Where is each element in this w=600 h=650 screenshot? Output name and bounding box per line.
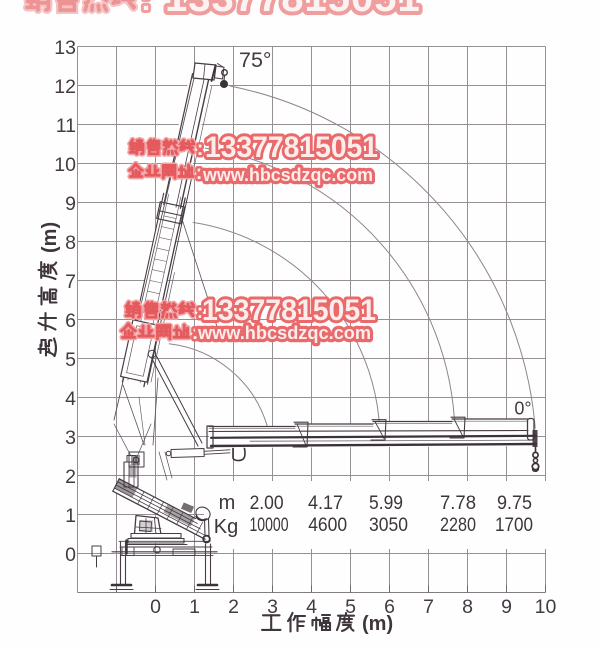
svg-text:www.hbcsdzqc.com: www.hbcsdzqc.com	[202, 164, 373, 185]
svg-text:Kg: Kg	[214, 516, 238, 538]
svg-text:5.99: 5.99	[369, 492, 403, 514]
svg-text:4600: 4600	[308, 515, 347, 536]
svg-text:4.17: 4.17	[308, 492, 343, 514]
svg-text:2: 2	[228, 596, 239, 618]
svg-text:12: 12	[54, 76, 76, 98]
svg-text:6: 6	[65, 310, 76, 332]
svg-text:3: 3	[65, 427, 76, 449]
svg-text:6: 6	[384, 596, 395, 618]
svg-text:7.78: 7.78	[440, 492, 476, 514]
svg-text::: :	[192, 322, 199, 344]
svg-text:3: 3	[267, 596, 278, 618]
svg-text::: :	[197, 138, 204, 160]
svg-text:5: 5	[65, 349, 76, 371]
svg-text:13377815051: 13377815051	[205, 131, 378, 164]
svg-text:4: 4	[65, 388, 76, 410]
svg-text:9.75: 9.75	[497, 492, 532, 514]
svg-text::: :	[141, 0, 151, 17]
svg-text:(m): (m)	[362, 613, 393, 635]
svg-text:1: 1	[189, 596, 200, 618]
svg-text:75°: 75°	[239, 48, 272, 72]
svg-text:(m): (m)	[39, 222, 61, 253]
svg-text:m: m	[219, 492, 236, 514]
svg-text:2280: 2280	[440, 515, 476, 536]
svg-text:1: 1	[65, 505, 76, 527]
svg-text:10: 10	[54, 154, 76, 176]
svg-text:2: 2	[65, 466, 76, 488]
svg-text:13377815051: 13377815051	[202, 294, 376, 327]
svg-text:13: 13	[54, 37, 76, 59]
svg-text:9: 9	[501, 596, 512, 618]
svg-text:13377815051: 13377815051	[165, 0, 421, 20]
svg-text:1700: 1700	[495, 515, 533, 536]
svg-text:10000: 10000	[250, 515, 289, 536]
svg-text:9: 9	[65, 193, 76, 215]
svg-text:7: 7	[423, 596, 434, 618]
svg-text:8: 8	[462, 596, 473, 618]
svg-text:5: 5	[345, 596, 356, 618]
svg-text:11: 11	[56, 115, 76, 137]
svg-text:0: 0	[65, 544, 76, 566]
svg-text:10: 10	[535, 596, 557, 618]
svg-text:8: 8	[65, 232, 76, 254]
svg-text:2.00: 2.00	[250, 492, 284, 514]
svg-text:0: 0	[150, 596, 161, 618]
svg-text::: :	[197, 301, 204, 323]
svg-text:0°: 0°	[514, 399, 531, 419]
svg-text::: :	[196, 162, 203, 184]
svg-text:7: 7	[65, 271, 76, 293]
svg-text:3050: 3050	[369, 515, 408, 536]
svg-text:4: 4	[306, 596, 317, 618]
svg-text:www.hbcsdzqc.com: www.hbcsdzqc.com	[197, 322, 371, 343]
